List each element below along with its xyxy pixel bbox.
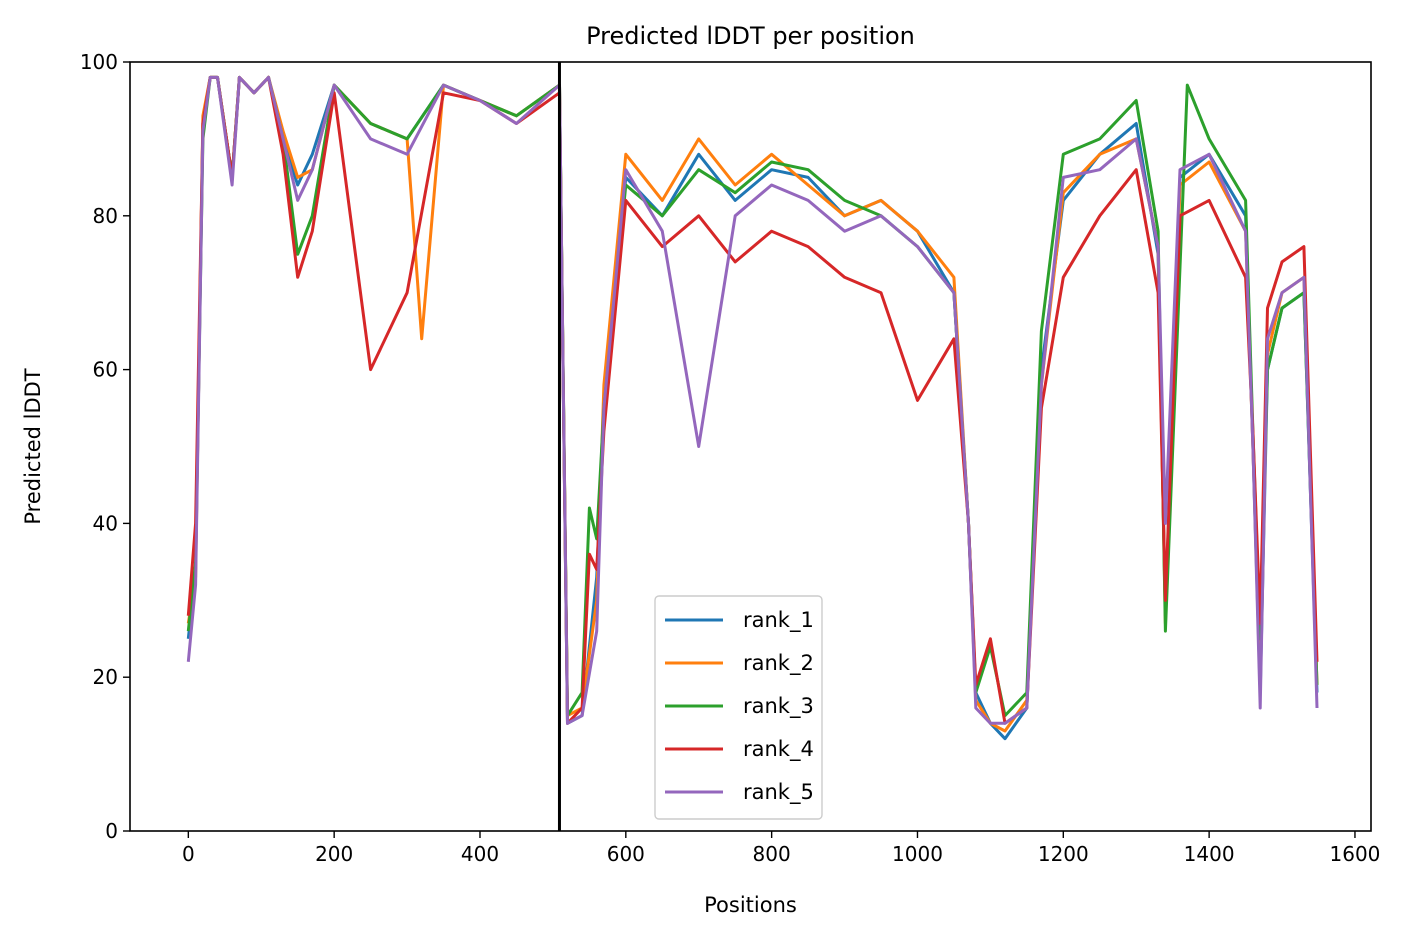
y-tick-label: 40 [93,511,118,535]
x-tick-label: 600 [607,842,645,866]
x-tick-label: 1400 [1184,842,1235,866]
series-line-rank_4 [186,75,1319,725]
y-tick-label: 0 [105,819,118,843]
plot-frame [129,61,1372,832]
y-tick-label: 60 [93,358,118,382]
y-tick-label: 100 [80,50,118,74]
x-tick-label: 200 [315,842,353,866]
x-tick-label: 1200 [1038,842,1089,866]
x-tick-label: 1000 [892,842,943,866]
series-lines [186,75,1319,741]
y-axis-ticks: 0 20 40 60 80 100 [80,50,130,843]
y-tick-label: 20 [93,665,118,689]
y-tick-label: 80 [93,204,118,228]
legend-label-rank_2: rank_2 [743,651,814,676]
x-tick-label: 0 [182,842,195,866]
y-axis-label: Predicted lDDT [21,368,45,524]
x-tick-label: 1600 [1330,842,1381,866]
x-tick-label: 800 [753,842,791,866]
x-axis-ticks: 0 200 400 600 800 1000 1200 1400 1600 [182,831,1380,866]
legend-label-rank_1: rank_1 [743,608,814,633]
legend-box [654,595,823,820]
x-axis-label: Positions [704,893,797,917]
x-tick-label: 400 [461,842,499,866]
chart-title: Predicted lDDT per position [586,22,915,50]
legend-label-rank_4: rank_4 [743,737,814,762]
legend: rank_1 rank_2 rank_3 rank_4 rank_5 [654,595,823,820]
legend-label-rank_5: rank_5 [743,780,814,805]
series-line-rank_5 [186,75,1319,725]
legend-label-rank_3: rank_3 [743,694,814,719]
